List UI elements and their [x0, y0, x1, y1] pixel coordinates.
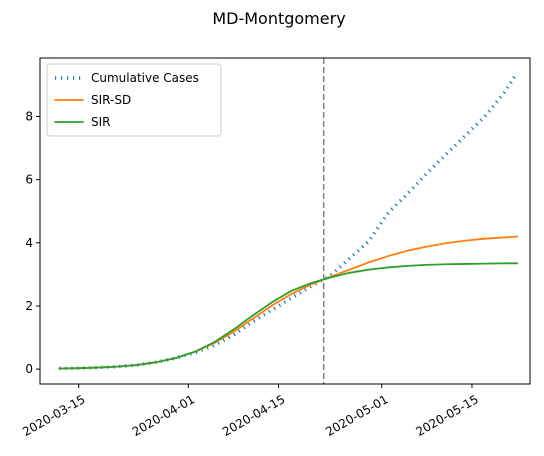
- y-tick-label: 2: [25, 299, 33, 313]
- series-group: [58, 71, 519, 371]
- y-tick-label: 6: [25, 173, 33, 187]
- x-tick-label: 2020-05-01: [323, 392, 390, 439]
- chart-title: MD-Montgomery: [212, 9, 345, 28]
- legend-label: SIR: [91, 115, 111, 129]
- y-tick-label: 4: [25, 236, 33, 250]
- x-axis: 2020-03-15 2020-04-01 2020-04-15 2020-05-01…: [20, 384, 481, 439]
- legend-label: SIR-SD: [91, 93, 131, 107]
- y-axis: 0 2 4 6 8: [25, 109, 40, 376]
- legend-label: Cumulative Cases: [91, 71, 199, 85]
- axes-frame: [39, 57, 531, 385]
- series-line-1: [58, 235, 519, 370]
- x-tick-label: 2020-03-15: [20, 392, 87, 439]
- legend-box: [46, 63, 222, 137]
- x-tick-label: 2020-05-15: [413, 392, 480, 439]
- x-tick-label: 2020-04-01: [130, 392, 197, 439]
- legend: Cumulative Cases SIR-SD SIR: [46, 63, 222, 137]
- series-line-2: [58, 262, 519, 370]
- x-tick-label: 2020-04-15: [220, 392, 287, 439]
- y-tick-label: 8: [25, 109, 33, 123]
- y-tick-label: 0: [25, 362, 33, 376]
- plot-area: [39, 57, 531, 385]
